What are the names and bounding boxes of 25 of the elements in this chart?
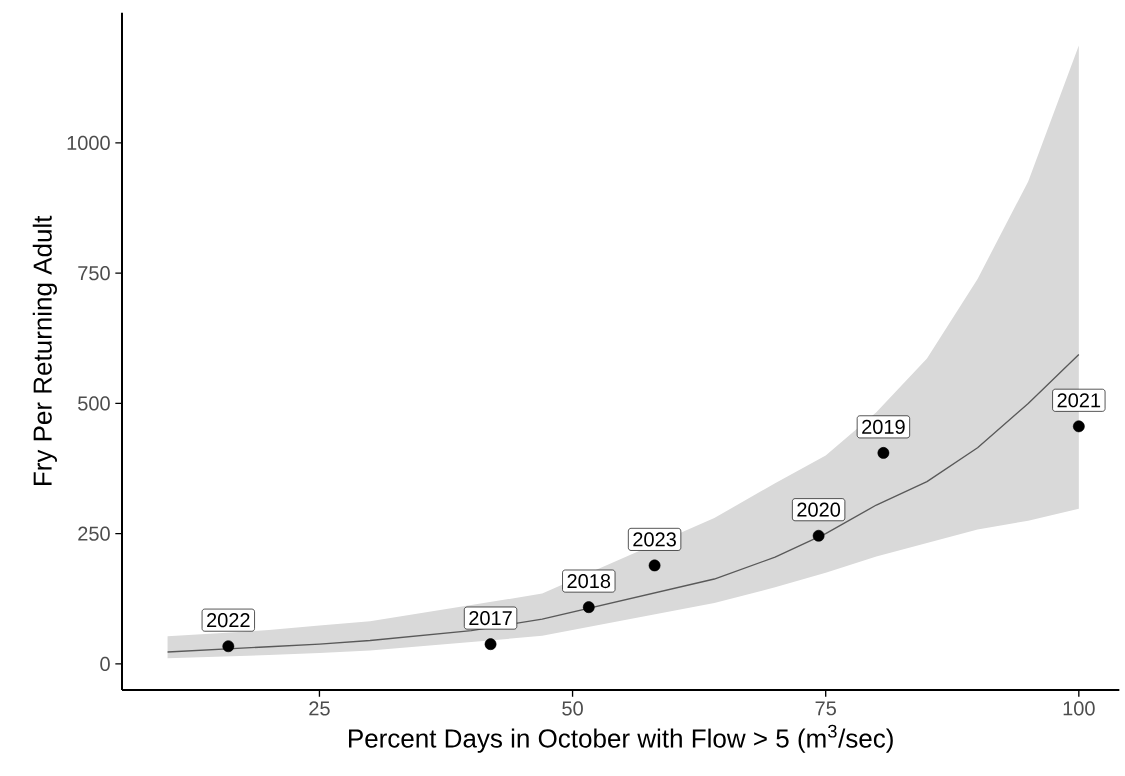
y-tick-label: 250 [78,526,110,541]
x-axis-title: Percent Days in October with Flow > 5 (m$^{3}$/sec) [349,724,893,753]
annotation: 2021 [1057,393,1101,408]
annotation: 2019 [862,419,905,434]
y-tick-label: 750 [78,266,110,281]
point [648,559,661,572]
annotation: 2018 [567,573,611,589]
point [582,601,595,614]
x-tick-label: 25 [309,701,330,716]
y-tick-label: 0 [100,656,110,672]
point [222,640,235,653]
x-tick-label: 100 [1063,701,1095,716]
x-tick-label: 75 [815,701,836,716]
annotation: 2017 [469,610,512,626]
annotation: 2023 [633,532,676,547]
annotation: 2020 [797,502,841,517]
y-axis-title: Fry Per Returning Adult [32,215,57,486]
point [812,529,825,542]
annotation: 2022 [207,613,250,628]
point [1072,420,1085,433]
y-tick-label: 500 [78,396,110,411]
point [877,447,890,459]
x-tick-label: 50 [562,701,583,716]
point [484,638,497,651]
y-tick-label: 1000 [67,135,110,150]
